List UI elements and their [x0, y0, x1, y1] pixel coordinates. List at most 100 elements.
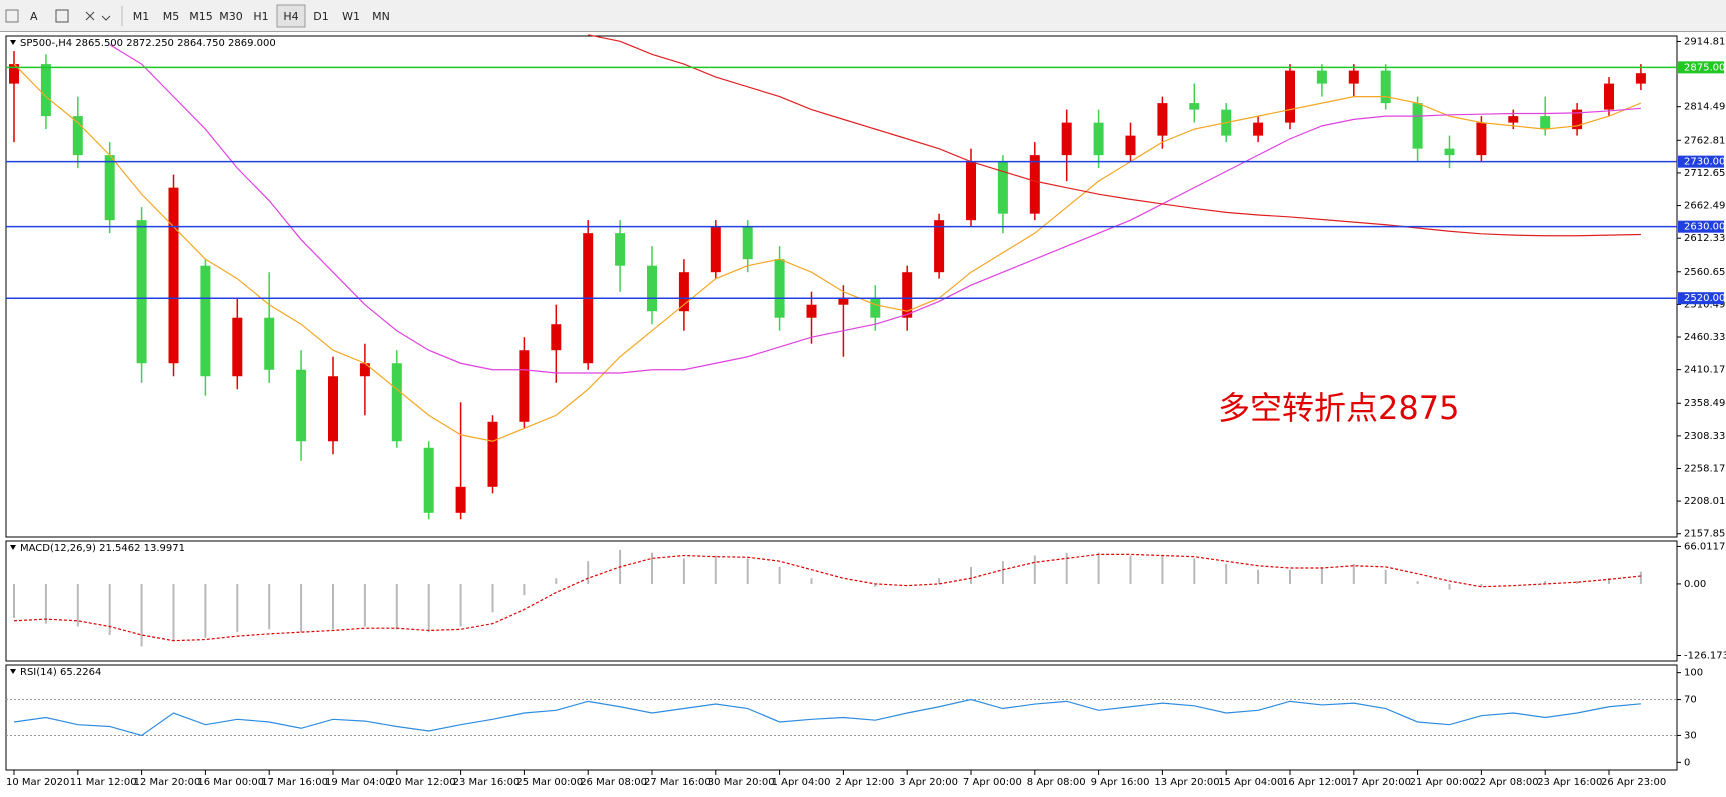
x-tick-label: 25 Mar 00:00: [516, 777, 583, 788]
candle-body: [1285, 70, 1295, 123]
price-level-tag: [1678, 61, 1724, 74]
y-tick-label: 2560.650: [1684, 267, 1726, 278]
macd-bar: [140, 583, 143, 647]
macd-bar: [1416, 581, 1419, 584]
macd-bar: [746, 558, 749, 584]
active-timeframe[interactable]: [276, 4, 306, 28]
y-tick-label: 2914.810: [1684, 36, 1726, 47]
macd-bar: [44, 583, 47, 624]
candle-body: [423, 447, 434, 513]
candle-body: [1029, 155, 1040, 214]
macd-bar: [1033, 555, 1036, 584]
price-level-tag: [1678, 220, 1724, 233]
candle-body: [359, 363, 370, 377]
candle-body: [455, 486, 466, 513]
x-tick-label: 19 Mar 04:00: [325, 777, 392, 788]
x-tick-label: 20 Mar 12:00: [389, 777, 456, 788]
shapes-tool[interactable]: [85, 11, 111, 21]
candle-body: [870, 298, 881, 318]
candle-body: [647, 265, 657, 312]
candle-body: [1572, 109, 1583, 130]
timeframe-button[interactable]: D1: [313, 10, 328, 23]
panel-marker: [10, 545, 16, 550]
macd-bar: [1129, 555, 1132, 584]
candle-body: [9, 64, 19, 84]
timeframe-button[interactable]: H1: [253, 10, 268, 23]
price-level-tag: [1678, 292, 1724, 305]
x-tick-label: 8 Apr 08:00: [1027, 777, 1086, 788]
candle-body: [519, 350, 530, 422]
text-tool[interactable]: A: [30, 10, 38, 23]
y-tick-label: 2762.810: [1684, 135, 1726, 146]
candle-body: [1444, 148, 1455, 156]
candle-body: [1093, 122, 1104, 156]
macd-bar: [172, 583, 175, 641]
candle-body: [1061, 122, 1072, 156]
candle-body: [391, 363, 402, 442]
y-tick-label: 100: [1684, 668, 1703, 679]
indicator-line: [109, 44, 1641, 374]
y-tick-label: 2814.490: [1684, 102, 1726, 113]
y-tick-label: 2157.850: [1684, 529, 1726, 540]
y-tick-label: 2612.330: [1684, 233, 1726, 244]
x-tick-label: 23 Mar 16:00: [453, 777, 520, 788]
macd-bar: [874, 583, 877, 587]
x-tick-label: 3 Apr 20:00: [899, 777, 958, 788]
macd-bar: [682, 558, 685, 584]
macd-bar: [1161, 555, 1164, 584]
candle-body: [1476, 122, 1487, 156]
x-tick-label: 13 Apr 20:00: [1154, 777, 1219, 788]
timeframe-button[interactable]: M30: [219, 10, 243, 23]
x-tick-label: 16 Apr 12:00: [1282, 777, 1347, 788]
x-tick-label: 2 Apr 12:00: [835, 777, 894, 788]
candle-body: [1157, 103, 1168, 136]
timeframe-button[interactable]: M15: [189, 10, 213, 23]
macd-bar: [236, 583, 239, 633]
price-level-label: 2630.000: [1684, 222, 1726, 233]
candle-body: [1253, 122, 1264, 136]
label-tool[interactable]: [55, 9, 69, 23]
macd-bar: [427, 583, 430, 633]
indicator-line: [13, 63, 1642, 442]
candle-body: [774, 259, 785, 318]
toolbar: A M1 M5 M15 M30 H1 H4 D1 W1 MN: [0, 0, 1726, 32]
macd-bar: [395, 583, 398, 630]
candle-body: [1412, 103, 1423, 149]
y-tick-label: 70: [1684, 695, 1697, 706]
timeframe-button[interactable]: H4: [283, 10, 298, 23]
candle-body: [1189, 103, 1200, 110]
timeframe-button[interactable]: MN: [372, 10, 390, 23]
macd-bar: [555, 578, 558, 584]
menu-icon[interactable]: [5, 9, 19, 23]
macd-bar: [587, 561, 590, 584]
panel-marker: [10, 669, 16, 674]
price-level-tag: [1678, 155, 1724, 168]
macd-bar: [1384, 569, 1387, 584]
macd-bar: [1065, 552, 1068, 584]
x-tick-label: 26 Apr 23:00: [1601, 777, 1666, 788]
indicator-line: [13, 698, 1641, 737]
x-tick-label: 10 Mar 2020: [6, 777, 69, 788]
macd-bar: [651, 552, 653, 584]
macd-bar: [714, 555, 717, 584]
timeframe-button[interactable]: W1: [342, 10, 360, 23]
x-tick-label: 23 Apr 16:00: [1537, 777, 1602, 788]
x-tick-label: 16 Mar 00:00: [197, 777, 264, 788]
macd-bar: [1193, 558, 1196, 584]
candle-body: [1635, 73, 1646, 84]
timeframe-button[interactable]: M5: [163, 10, 180, 23]
macd-bar: [938, 578, 941, 584]
candle-body: [72, 116, 83, 156]
timeframe-button[interactable]: M1: [133, 10, 150, 23]
macd-bar: [1544, 581, 1547, 584]
candle-body: [678, 272, 689, 312]
x-tick-label: 7 Apr 00:00: [963, 777, 1022, 788]
candle-body: [1604, 83, 1614, 110]
y-tick-label: 0.00: [1684, 579, 1706, 590]
x-tick-label: 1 Apr 04:00: [772, 777, 831, 788]
x-tick-label: 9 Apr 16:00: [1091, 777, 1150, 788]
macd-bar: [363, 583, 366, 627]
candle-body: [742, 226, 753, 260]
macd-bar: [1289, 569, 1291, 584]
indicator-line: [588, 34, 1641, 237]
